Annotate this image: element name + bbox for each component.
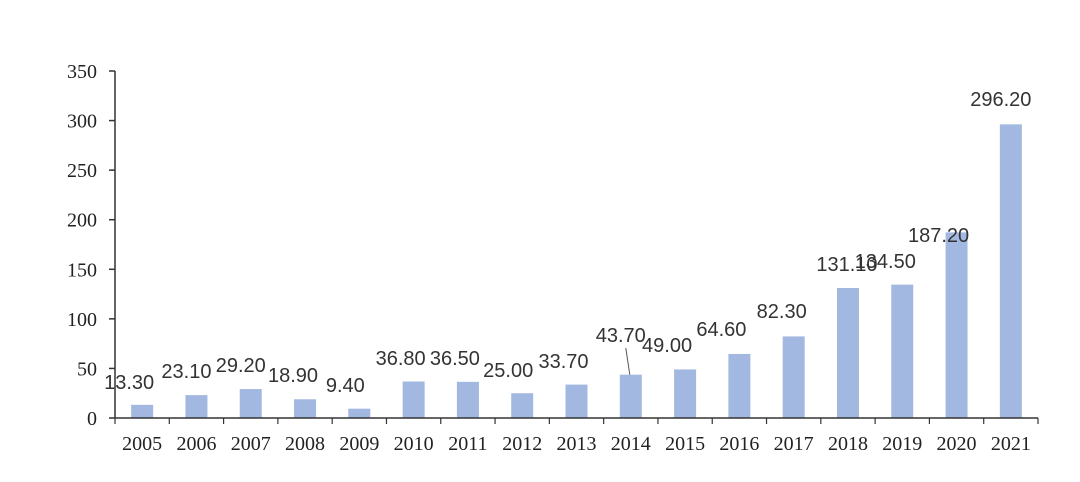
bars-layer [131,124,1022,418]
y-tick-label-0: 0 [87,408,97,430]
data-label-2014: 43.70 [596,325,646,347]
bar-2021 [999,124,1022,418]
bar-2005 [131,404,154,418]
x-tick-label-2011: 2011 [448,433,487,455]
bar-2006 [185,395,208,418]
bar-2015 [674,369,697,418]
data-label-2021: 296.20 [970,89,1031,111]
bar-2008 [294,399,317,418]
y-tick-label-100: 100 [67,309,97,331]
data-label-2009: 9.40 [326,375,365,397]
y-tick-label-250: 250 [67,160,97,182]
data-label-2020: 187.20 [908,225,969,247]
axes-layer: 0 50 100 150 200 250 300 350 2005 2006 2007 2008 200… [67,61,1039,455]
bar-2019 [891,284,914,418]
bar-2018 [836,288,859,418]
x-tick-label-2012: 2012 [502,433,542,455]
data-label-2019: 134.50 [855,251,916,273]
data-label-2018: 131.10 [816,254,877,276]
x-tick-label-2015: 2015 [665,433,705,455]
data-label-2011: 36.50 [430,348,480,370]
data-label-2007: 29.20 [216,355,266,377]
y-tick-label-350: 350 [67,61,97,83]
data-label-2017: 82.30 [757,301,807,323]
bar-2014 [619,374,642,418]
bar-2010 [402,381,425,418]
x-tick-label-2005: 2005 [122,433,162,455]
y-tick-label-150: 150 [67,259,97,281]
data-label-2012: 25.00 [483,360,533,382]
x-tick-label-2009: 2009 [339,433,379,455]
x-tick-label-2006: 2006 [176,433,216,455]
x-tick-label-2017: 2017 [774,433,814,455]
x-tick-label-2010: 2010 [394,433,434,455]
bar-2012 [511,393,534,418]
data-label-2005: 13.30 [104,372,154,394]
bar-2013 [565,384,588,418]
bar-2007 [239,389,262,418]
bar-2011 [456,381,479,418]
x-tick-label-2014: 2014 [611,433,651,455]
bar-2009 [348,408,371,418]
data-label-2015: 49.00 [642,335,692,357]
x-tick-label-2007: 2007 [231,433,271,455]
leader-line-2014 [625,347,631,375]
x-tick-label-2021: 2021 [991,433,1031,455]
x-tick-label-2019: 2019 [882,433,922,455]
y-tick-label-200: 200 [67,210,97,232]
bar-2020 [945,232,968,418]
x-tick-label-2016: 2016 [719,433,759,455]
bar-2016 [728,353,751,418]
y-tick-label-300: 300 [67,111,97,133]
y-tick-label-50: 50 [77,358,97,380]
data-label-2016: 64.60 [696,319,746,341]
data-label-2010: 36.80 [376,348,426,370]
x-tick-label-2008: 2008 [285,433,325,455]
bar-2017 [782,336,805,418]
x-tick-label-2020: 2020 [937,433,977,455]
x-tick-label-2018: 2018 [828,433,868,455]
data-label-2006: 23.10 [161,361,211,383]
data-label-2013: 33.70 [538,351,588,373]
x-tick-label-2013: 2013 [557,433,597,455]
data-label-2008: 18.90 [268,365,318,387]
